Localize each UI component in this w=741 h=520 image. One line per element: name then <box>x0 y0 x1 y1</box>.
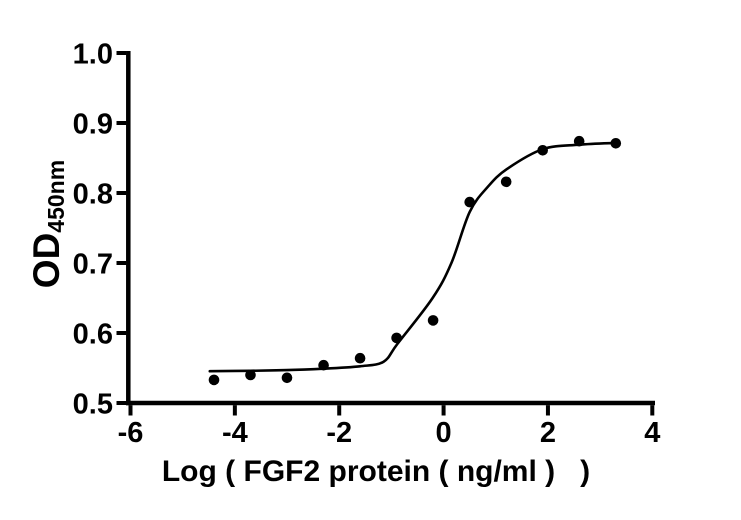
x-tick-label: 2 <box>540 417 556 449</box>
data-point <box>427 315 439 326</box>
data-point <box>318 359 329 371</box>
data-point <box>464 196 476 208</box>
data-point <box>537 145 548 156</box>
x-tick-label: 4 <box>644 417 660 449</box>
data-point <box>354 352 366 364</box>
y-tick-label: 0.5 <box>73 388 113 420</box>
x-axis-title: Log ( FGF2 protein ( ng/ml ) ) <box>162 455 590 488</box>
x-tick-label: -4 <box>222 417 248 449</box>
y-tick-label: 1.0 <box>73 38 113 70</box>
x-tick-label: -6 <box>118 417 144 449</box>
y-axis-title: OD450nm <box>26 160 69 288</box>
data-point <box>610 138 622 149</box>
data-point <box>208 374 220 386</box>
y-tick-label: 0.8 <box>73 178 113 210</box>
data-point <box>281 372 293 384</box>
y-tick-label: 0.7 <box>73 248 113 280</box>
x-tick-label: 0 <box>436 417 452 449</box>
y-tick-label: 0.6 <box>73 318 113 350</box>
y-tick-label: 0.9 <box>73 108 113 140</box>
data-point <box>573 135 585 147</box>
data-point <box>500 176 512 188</box>
fit-curve <box>208 141 618 373</box>
data-point <box>391 332 402 344</box>
x-tick-label: -2 <box>326 417 352 449</box>
data-point <box>245 369 256 381</box>
